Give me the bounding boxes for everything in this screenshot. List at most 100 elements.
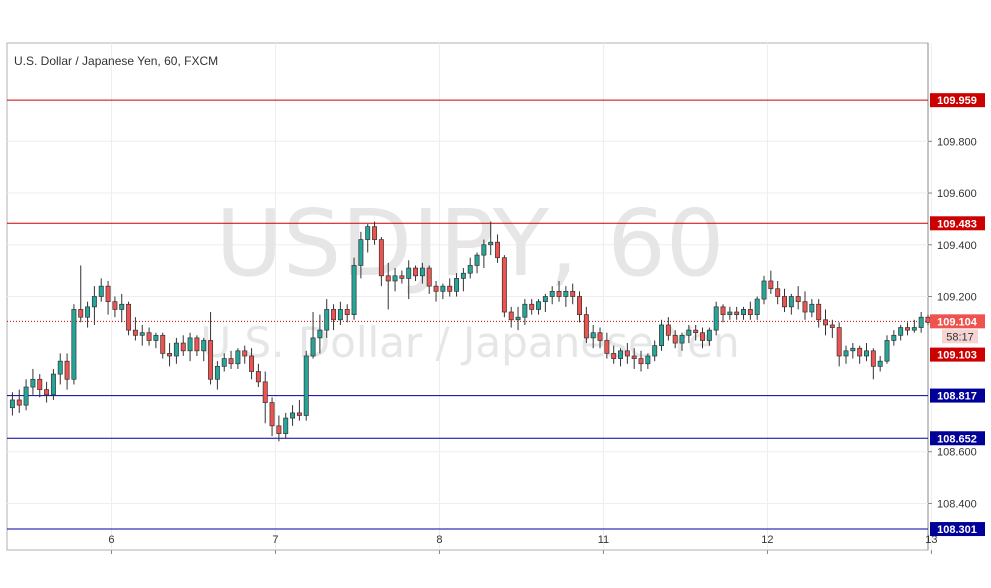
level-tag [930, 216, 985, 231]
candle-body [290, 412, 296, 419]
candle-body [720, 306, 726, 315]
candle-body [16, 399, 22, 406]
candle [898, 324, 904, 341]
candle [652, 340, 658, 362]
candle [522, 299, 528, 325]
level-tag [930, 388, 985, 403]
candle-body [269, 402, 275, 427]
countdown-label: 58:17 [946, 331, 974, 343]
candle [16, 389, 22, 413]
y-tick-label: 109.200 [937, 292, 977, 304]
candle-body [809, 303, 815, 313]
candle [317, 314, 323, 354]
candle [91, 286, 97, 325]
x-tick-label: 11 [598, 534, 609, 546]
candle [501, 255, 507, 318]
watermark-name: U.S. Dollar / Japanese Yen [200, 318, 739, 367]
candle-body [344, 309, 350, 315]
candle [112, 296, 118, 318]
candle-body [187, 337, 193, 352]
candle-body [788, 296, 794, 308]
candle-body [618, 350, 623, 359]
x-tick-label: 8 [436, 534, 442, 546]
candle [255, 363, 261, 388]
candle-body [693, 329, 699, 334]
candle-body [884, 340, 890, 362]
candle [570, 283, 576, 305]
candle-body [590, 332, 596, 339]
candle [877, 355, 883, 372]
candle-body [877, 360, 883, 367]
candle-body [454, 278, 460, 292]
candle-body [460, 272, 466, 279]
candle [71, 304, 77, 385]
candle-body [905, 327, 910, 331]
candle [37, 374, 43, 398]
candle-body [242, 350, 248, 357]
candle [173, 337, 179, 364]
candle [283, 412, 289, 439]
candle [167, 343, 173, 367]
candle-body [37, 378, 43, 390]
candle-body [303, 355, 309, 416]
candle-body [645, 355, 651, 365]
candle-body [515, 316, 521, 321]
candle [467, 257, 473, 279]
candle-body [542, 296, 548, 303]
candle [249, 348, 255, 380]
candle [577, 291, 582, 323]
candle [918, 312, 924, 333]
current-price-tag [930, 314, 985, 329]
candle [331, 304, 337, 331]
candle [50, 368, 56, 400]
candle [713, 301, 719, 336]
candle-body [173, 342, 179, 357]
candle-body [686, 329, 692, 336]
candle [659, 319, 664, 351]
candle-body [549, 290, 555, 297]
candle-body [747, 309, 753, 315]
candle-body [426, 267, 432, 287]
candle-body [132, 329, 138, 336]
candle-body [249, 355, 255, 372]
candle [392, 268, 398, 292]
candle-body [119, 303, 125, 310]
candle-body [126, 303, 132, 331]
candle [891, 330, 897, 346]
candle [905, 322, 910, 336]
candle-body [23, 386, 29, 406]
candle-body [310, 337, 316, 357]
candle [235, 348, 241, 369]
candle-body [167, 353, 173, 357]
candle [324, 299, 330, 338]
candle [864, 343, 869, 362]
candle-body [57, 360, 63, 375]
candle [276, 415, 282, 442]
candle [413, 265, 419, 281]
candle-body [775, 288, 781, 297]
candle [481, 239, 487, 269]
candle [105, 280, 111, 315]
candle-body [146, 332, 152, 341]
candle [132, 317, 138, 341]
candle [604, 332, 610, 359]
candle-body [536, 301, 542, 310]
candle-body [918, 316, 924, 328]
candle-body [324, 309, 330, 331]
x-tick-label: 7 [272, 534, 278, 546]
candle [795, 286, 801, 310]
candle [447, 278, 453, 297]
candle-body [570, 290, 576, 297]
candle-body [611, 353, 617, 359]
candle-body [365, 226, 371, 240]
candle-body [488, 241, 494, 246]
candle-body [624, 350, 630, 357]
candle [290, 405, 296, 426]
candle [870, 348, 876, 380]
candle-body [870, 350, 876, 367]
candle [700, 327, 705, 349]
candle-body [433, 285, 439, 292]
candle-body [604, 340, 610, 354]
candle-body [816, 303, 822, 321]
